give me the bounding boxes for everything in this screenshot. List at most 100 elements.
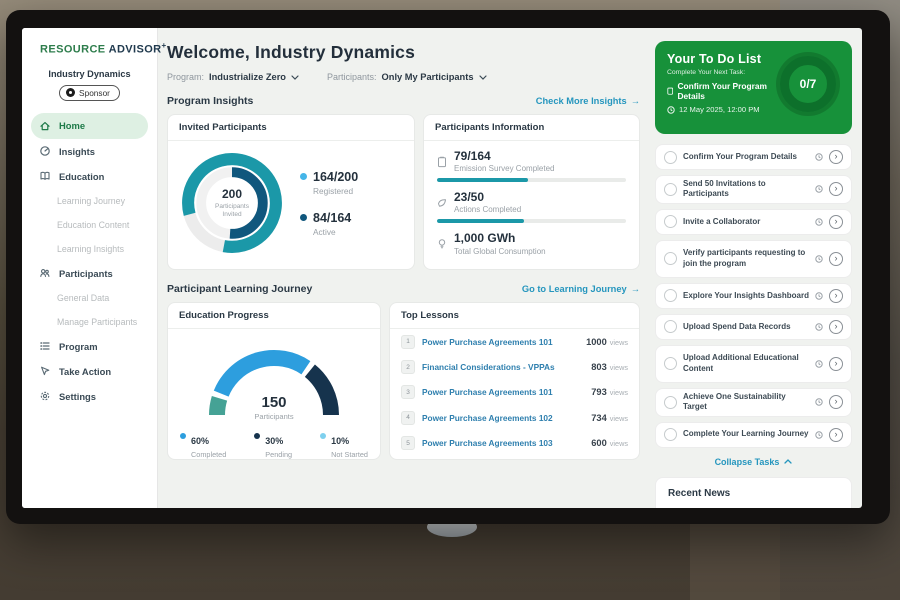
task-chevron-button[interactable]: › xyxy=(829,150,843,164)
lesson-rank: 5 xyxy=(401,436,415,450)
learning-journey-header: Participant Learning Journey Go to Learn… xyxy=(167,283,640,295)
participants-filter-dropdown[interactable]: Only My Participants xyxy=(377,72,487,82)
lesson-rank: 2 xyxy=(401,360,415,374)
task-chevron-button[interactable]: › xyxy=(829,215,843,229)
participants-filter-label: Participants: xyxy=(327,72,377,82)
card-title: Education Progress xyxy=(168,303,380,329)
stat-label: Total Global Consumption xyxy=(454,247,546,256)
legend-value: 60% xyxy=(191,436,209,446)
card-title: Top Lessons xyxy=(390,303,639,329)
task-row[interactable]: Complete Your Learning Journey › xyxy=(655,422,852,448)
collapse-tasks-link[interactable]: Collapse Tasks xyxy=(655,457,852,467)
insights-cards-row: Invited Participants 200 Participants In… xyxy=(167,114,640,270)
lesson-row: 3 Power Purchase Agreements 101 793views xyxy=(390,380,639,405)
page: { "icons": { "arrow_right": "→", "chevro… xyxy=(0,0,900,600)
task-row[interactable]: Send 50 Invitations to Participants › xyxy=(655,175,852,204)
task-chevron-button[interactable]: › xyxy=(829,428,843,442)
lesson-link[interactable]: Power Purchase Agreements 101 xyxy=(422,337,553,347)
legend-label: Completed xyxy=(191,450,226,459)
task-row[interactable]: Achieve One Sustainability Target › xyxy=(655,388,852,417)
sidebar-item-insights[interactable]: Insights xyxy=(22,139,157,164)
sidebar-item-learning-insights[interactable]: Learning Insights xyxy=(22,237,157,261)
task-checkbox[interactable] xyxy=(664,215,677,228)
sidebar-item-manage-participants[interactable]: Manage Participants xyxy=(22,310,157,334)
lesson-link[interactable]: Power Purchase Agreements 103 xyxy=(422,438,553,448)
monitor-bezel: RESOURCE ADVISOR+ Industry Dynamics Spon… xyxy=(6,10,890,524)
legend-dot xyxy=(300,214,307,221)
sidebar-item-take-action[interactable]: Take Action xyxy=(22,359,157,384)
task-checkbox[interactable] xyxy=(664,183,677,196)
views-suffix: views xyxy=(610,414,628,423)
task-row[interactable]: Explore Your Insights Dashboard › xyxy=(655,283,852,309)
check-more-insights-link[interactable]: Check More Insights → xyxy=(536,96,640,106)
todo-next-date: 12 May 2025, 12:00 PM xyxy=(667,105,774,114)
insights-icon xyxy=(39,145,51,157)
task-checkbox[interactable] xyxy=(664,289,677,302)
stat-value: 1,000 GWh xyxy=(454,232,546,245)
task-checkbox[interactable] xyxy=(664,428,677,441)
task-row[interactable]: Confirm Your Program Details › xyxy=(655,144,852,170)
stat-label: Emission Survey Completed xyxy=(454,164,554,173)
chevron-right-icon: › xyxy=(835,217,838,226)
task-chevron-button[interactable]: › xyxy=(829,252,843,266)
legend-completed: 60% Completed xyxy=(180,431,226,459)
legend-not-started: 10%Not Started xyxy=(320,431,368,459)
lesson-link[interactable]: Power Purchase Agreements 101 xyxy=(422,387,553,397)
lesson-link[interactable]: Financial Considerations - VPPAs xyxy=(422,362,555,372)
participants-filter: Participants: Only My Participants xyxy=(327,72,487,82)
lesson-rank: 3 xyxy=(401,385,415,399)
task-chevron-button[interactable]: › xyxy=(829,320,843,334)
views-suffix: views xyxy=(610,439,628,448)
task-label: Complete Your Learning Journey xyxy=(683,429,809,439)
invited-donut-area: 200 Participants Invited 164/200 Registe… xyxy=(168,141,414,265)
lesson-link[interactable]: Power Purchase Agreements 102 xyxy=(422,413,553,423)
sidebar-item-program[interactable]: Program xyxy=(22,334,157,359)
task-row[interactable]: Invite a Collaborator › xyxy=(655,209,852,235)
invited-legend: 164/200 Registered 84/164 Active xyxy=(300,170,358,237)
collapse-label: Collapse Tasks xyxy=(715,457,780,467)
program-filter-dropdown[interactable]: Industrialize Zero xyxy=(204,72,299,82)
clock-icon xyxy=(815,431,823,439)
task-chevron-button[interactable]: › xyxy=(829,395,843,409)
consumption-icon xyxy=(437,238,447,250)
actions-icon xyxy=(437,197,447,209)
clock-icon xyxy=(815,218,823,226)
sidebar-item-learning-journey[interactable]: Learning Journey xyxy=(22,189,157,213)
registered-value: 164/200 xyxy=(313,170,358,184)
task-checkbox[interactable] xyxy=(664,320,677,333)
task-checkbox[interactable] xyxy=(664,252,677,265)
sidebar-item-general-data[interactable]: General Data xyxy=(22,286,157,310)
sponsor-badge-label: Sponsor xyxy=(79,88,110,98)
task-row[interactable]: Upload Additional Educational Content › xyxy=(655,345,852,383)
sidebar-item-participants[interactable]: Participants xyxy=(22,261,157,286)
task-row[interactable]: Upload Spend Data Records › xyxy=(655,314,852,340)
go-to-learning-journey-link[interactable]: Go to Learning Journey → xyxy=(522,284,640,294)
lesson-views: 600 xyxy=(591,438,607,448)
task-chevron-button[interactable]: › xyxy=(829,289,843,303)
task-checkbox[interactable] xyxy=(664,396,677,409)
task-label: Invite a Collaborator xyxy=(683,217,809,227)
sidebar-item-settings[interactable]: Settings xyxy=(22,384,157,409)
chevron-right-icon: › xyxy=(835,359,838,368)
task-chevron-button[interactable]: › xyxy=(829,182,843,196)
education-progress-card: Education Progress 150 Participants 60% C… xyxy=(167,302,381,460)
main-content: Welcome, Industry Dynamics Program: Indu… xyxy=(158,28,650,508)
sidebar-item-label: Education xyxy=(59,171,104,182)
task-row[interactable]: Verify participants requesting to join t… xyxy=(655,240,852,278)
gauge-center: 150 Participants xyxy=(199,394,349,421)
sidebar-item-education-content[interactable]: Education Content xyxy=(22,213,157,237)
task-chevron-button[interactable]: › xyxy=(829,357,843,371)
todo-title: Your To Do List xyxy=(667,52,774,66)
sidebar-item-label: Home xyxy=(59,120,85,131)
learning-journey-title: Participant Learning Journey xyxy=(167,283,312,295)
clock-icon xyxy=(815,360,823,368)
stat-value: 23/50 xyxy=(454,191,521,204)
participants-info-body: 79/164 Emission Survey Completed 23/50 A… xyxy=(424,141,639,256)
task-checkbox[interactable] xyxy=(664,357,677,370)
sidebar-item-education[interactable]: Education xyxy=(22,164,157,189)
home-icon xyxy=(39,120,51,132)
views-suffix: views xyxy=(610,338,628,347)
task-checkbox[interactable] xyxy=(664,151,677,164)
invited-count-label: Participants Invited xyxy=(207,203,257,220)
sidebar-item-home[interactable]: Home xyxy=(31,113,148,139)
